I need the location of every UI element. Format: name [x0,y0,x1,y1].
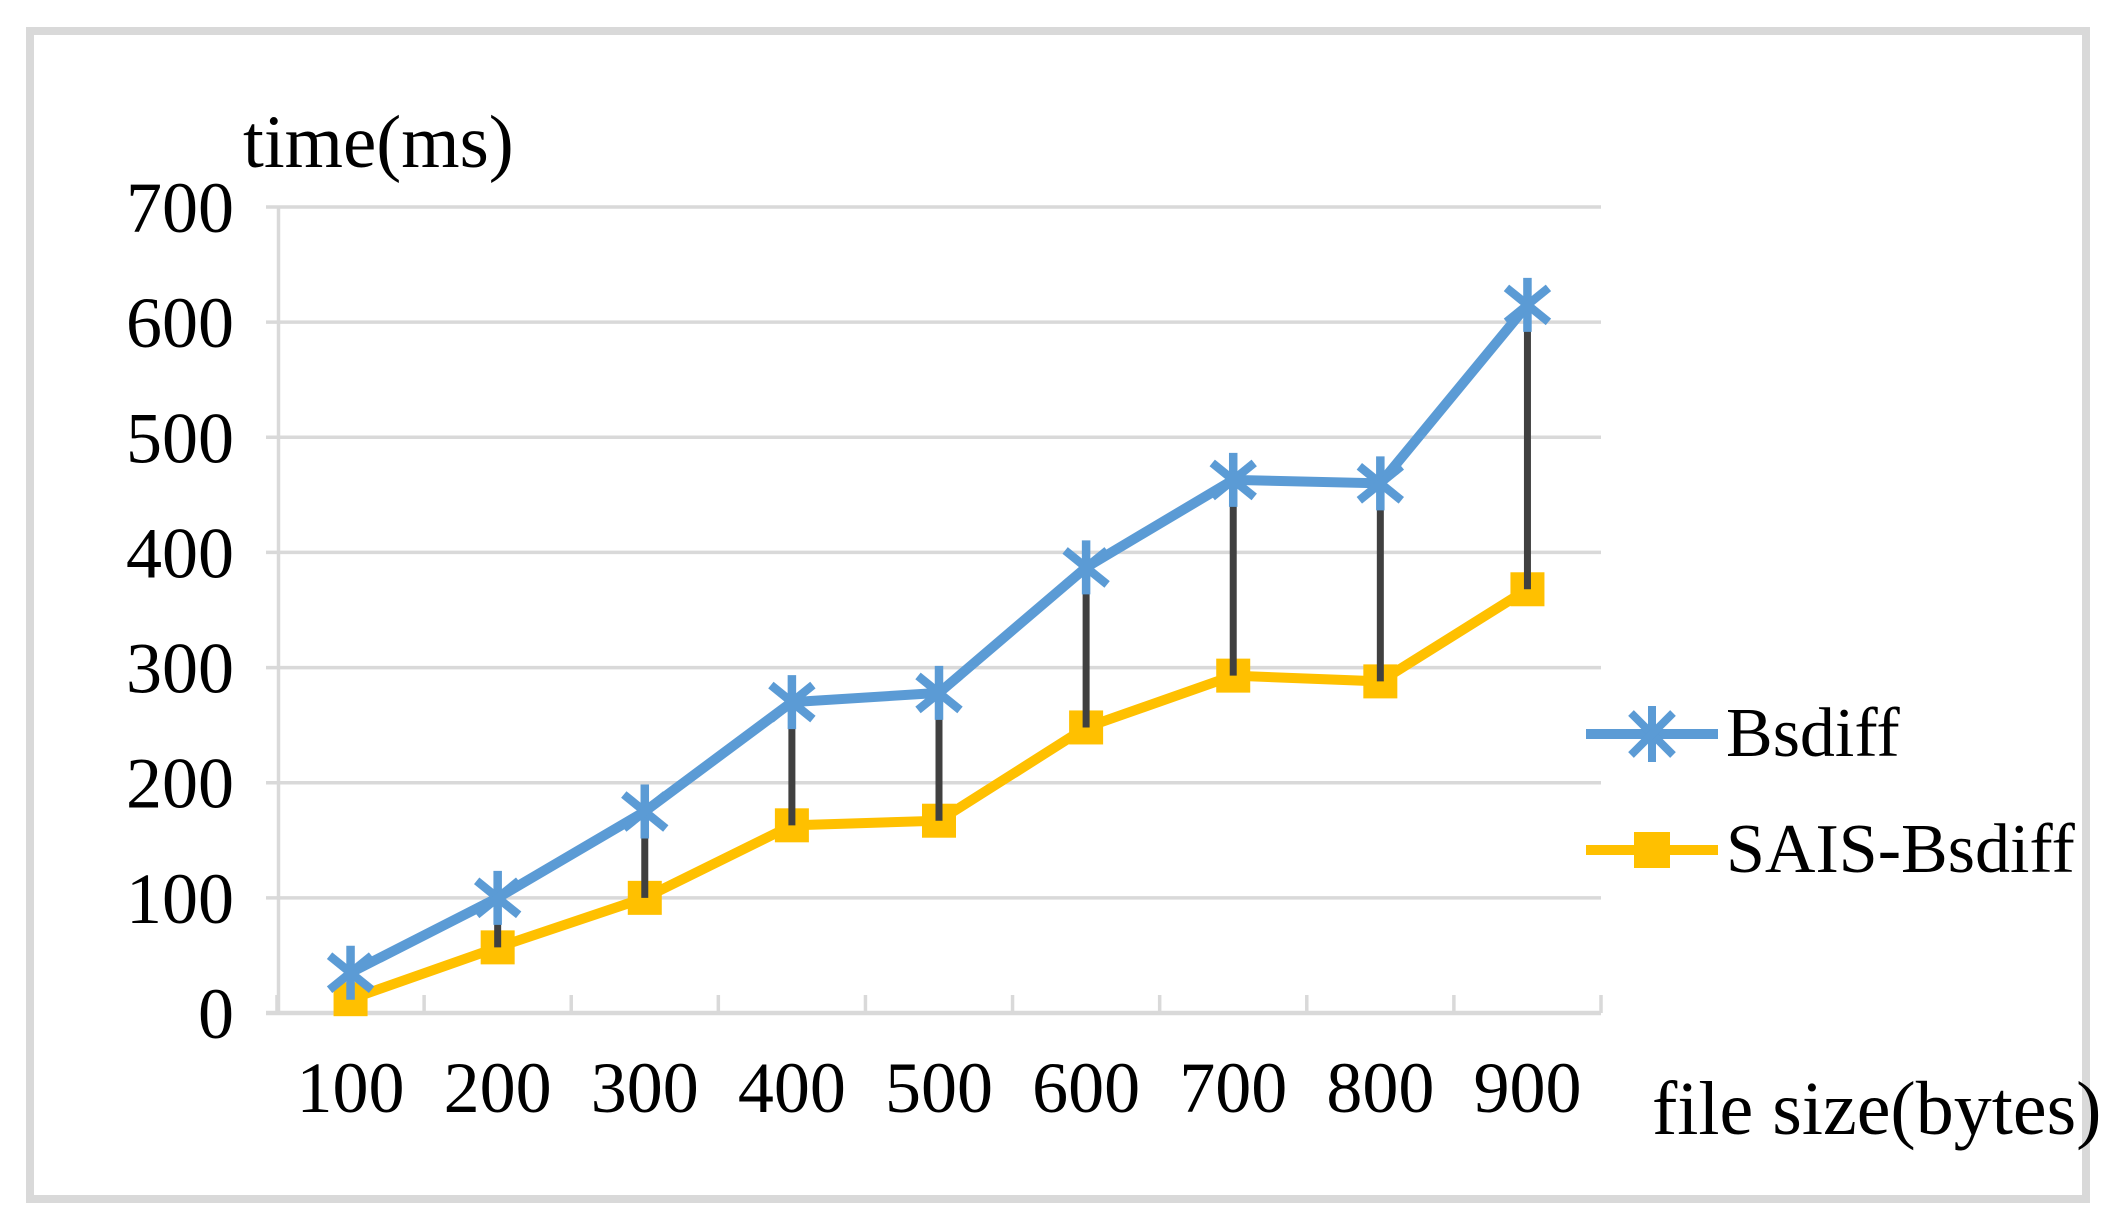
data-point-bsdiff-100 [326,945,375,1000]
legend: Bsdiff SAIS-Bsdiff [1584,694,2075,926]
data-point-bsdiff-500 [915,665,963,720]
series-line-bsdiff [348,301,1532,978]
legend-label-bsdiff: Bsdiff [1726,695,1900,772]
legend-label-sais-bsdiff: SAIS-Bsdiff [1726,811,2075,888]
bsdiff-line-asterisk-marker-icon [1586,706,1718,762]
y-tick-label-200: 200 [126,744,234,824]
figure-border [26,27,2090,1203]
legend-item-sais-bsdiff: SAIS-Bsdiff [1584,810,2075,890]
x-tick-label-200: 200 [444,1048,552,1128]
data-point-bsdiff-700 [1209,452,1257,507]
x-tick-label-700: 700 [1179,1048,1287,1128]
data-point-bsdiff-600 [1062,540,1110,595]
y-tick-label-100: 100 [126,859,234,939]
x-tick-label-800: 800 [1326,1048,1434,1128]
x-tick-label-100: 100 [297,1048,405,1128]
data-point-bsdiff-400 [768,675,816,730]
x-tick-label-300: 300 [591,1048,699,1128]
y-tick-label-600: 600 [126,283,234,363]
x-tick-label-600: 600 [1032,1048,1140,1128]
data-point-bsdiff-200 [473,870,522,925]
y-tick-label-400: 400 [126,513,234,593]
y-tick-label-500: 500 [126,398,234,478]
y-tick-label-700: 700 [126,168,234,248]
data-point-bsdiff-300 [621,784,669,839]
legend-item-bsdiff: Bsdiff [1584,694,2075,774]
x-tick-label-900: 900 [1473,1048,1581,1128]
sais-bsdiff-line-square-marker-icon [1586,832,1718,868]
x-tick-label-500: 500 [885,1048,993,1128]
data-point-bsdiff-900 [1503,277,1552,332]
data-point-bsdiff-800 [1356,456,1405,511]
y-tick-label-0: 0 [198,974,234,1054]
x-tick-label-400: 400 [738,1048,846,1128]
x-axis-title: file size(bytes) [1652,1067,2102,1151]
y-tick-label-300: 300 [126,629,234,709]
y-axis-title: time(ms) [243,101,514,184]
